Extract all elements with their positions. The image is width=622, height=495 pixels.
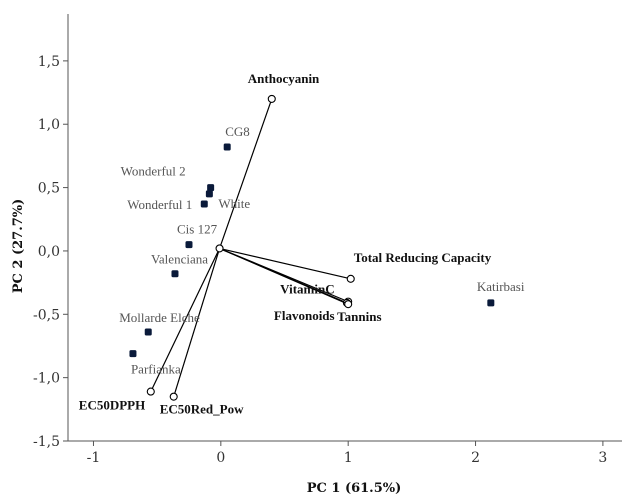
point-label: Mollarde Elche <box>119 310 200 325</box>
point-label: Parfianka <box>131 362 181 377</box>
y-tick-label: 0,5 <box>38 181 60 197</box>
loading-vector-line <box>219 247 349 305</box>
score-point <box>129 350 137 358</box>
y-tick-label: 0,0 <box>38 244 60 260</box>
vector-label: EC50Red_Pow <box>160 402 244 417</box>
x-tick-label: -1 <box>87 450 101 466</box>
score-point <box>200 200 208 208</box>
point-label: Wonderful 1 <box>127 197 192 212</box>
loading-vector-line <box>173 248 221 397</box>
score-point <box>487 299 495 307</box>
loading-vector-endpoint <box>146 387 155 396</box>
point-label: Wonderful 2 <box>121 164 186 179</box>
x-tick-label: 0 <box>216 450 225 466</box>
x-tick-label: 2 <box>471 450 480 466</box>
point-label: Katirbasi <box>477 279 525 294</box>
axes: -1 0 1 2 3 -1,5 -1,0 -0,5 0,0 0,5 1,0 1,5 <box>33 14 622 466</box>
loading-vector-endpoint <box>346 274 355 283</box>
loading-vector-endpoint <box>344 300 353 309</box>
vector-label: Flavonoids <box>274 308 335 323</box>
score-points <box>129 143 495 358</box>
vector-label: Tannins <box>337 309 381 324</box>
y-tick-label: -1,5 <box>33 434 60 450</box>
y-axis-title: PC 2 (27.7%) <box>11 199 26 294</box>
vector-label: VitaminC <box>280 282 334 297</box>
loading-vector-endpoint <box>169 392 178 401</box>
y-tick-label: -0,5 <box>33 307 60 323</box>
y-tick-label: -1,0 <box>33 371 60 387</box>
score-point <box>223 143 231 151</box>
point-label: Cis 127 <box>177 222 218 237</box>
loading-vector-endpoint <box>267 94 276 103</box>
loading-vector-line <box>150 248 221 392</box>
loading-vector-line <box>219 247 351 280</box>
x-axis-title: PC 1 (61.5%) <box>307 481 402 495</box>
point-label: CG8 <box>225 124 250 139</box>
vector-label: Anthocyanin <box>248 71 320 86</box>
score-point <box>205 190 213 198</box>
loading-vector-line <box>218 98 273 249</box>
y-tick-label: 1,0 <box>38 117 60 133</box>
vector-label: EC50DPPH <box>79 398 145 413</box>
y-tick-label: 1,5 <box>38 54 60 70</box>
score-point <box>185 241 193 249</box>
score-point <box>144 328 152 336</box>
x-tick-label: 3 <box>598 450 607 466</box>
point-label: Valenciana <box>151 252 208 267</box>
score-point <box>207 184 215 192</box>
loading-vectors <box>146 94 355 401</box>
vector-origin <box>215 244 224 253</box>
vector-label: Total Reducing Capacity <box>354 250 492 265</box>
score-point <box>171 270 179 278</box>
x-tick-label: 1 <box>344 450 353 466</box>
point-label: White <box>218 196 250 211</box>
